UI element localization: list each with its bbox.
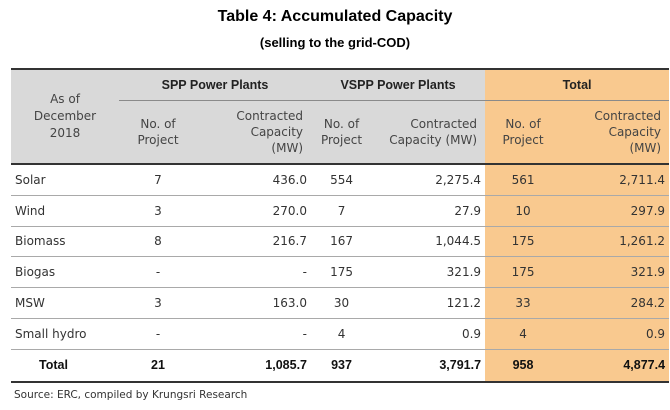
table-subtitle: (selling to the grid-COD) bbox=[259, 35, 411, 50]
row-name: MSW bbox=[11, 287, 119, 319]
spp-capacity-cell: 216.7 bbox=[197, 226, 312, 258]
vspp-group-header: VSPP Power Plants bbox=[311, 69, 486, 101]
total-capacity-cell: 321.9 bbox=[561, 256, 670, 289]
spp-capacity-cell: 436.0 bbox=[197, 162, 312, 196]
vspp-capacity-total: 3,791.7 bbox=[372, 348, 486, 383]
total-projects-cell: 33 bbox=[485, 287, 562, 319]
row-name: Solar bbox=[11, 162, 119, 196]
spp-capacity-total: 1,085.7 bbox=[197, 348, 312, 383]
header-line: Project bbox=[137, 133, 179, 147]
row-name: Biomass bbox=[11, 226, 119, 258]
total-label: Total bbox=[11, 348, 119, 383]
spp-capacity-cell: - bbox=[197, 256, 312, 289]
total-capacity-cell: 2,711.4 bbox=[561, 162, 670, 196]
vspp-projects-cell: 4 bbox=[311, 318, 373, 350]
spp-capacity-header: Contracted Capacity (MW) bbox=[197, 100, 312, 164]
total-projects-cell: 561 bbox=[485, 162, 562, 196]
header-line: (MW) bbox=[271, 141, 304, 155]
source-note: Source: ERC, compiled by Krungsri Resear… bbox=[14, 389, 248, 401]
vspp-capacity-cell: 2,275.4 bbox=[372, 162, 486, 196]
vspp-projects-cell: 30 bbox=[311, 287, 373, 319]
table-row: Biogas - - 175 321.9 175 321.9 bbox=[11, 256, 670, 289]
row-name: Small hydro bbox=[11, 318, 119, 350]
vspp-capacity-cell: 27.9 bbox=[372, 195, 486, 227]
vspp-capacity-header: Contracted Capacity (MW) bbox=[372, 100, 486, 164]
row-name: Biogas bbox=[11, 256, 119, 289]
vspp-capacity-cell: 0.9 bbox=[372, 318, 486, 350]
as-of-line: December bbox=[33, 109, 97, 123]
table-row: Solar 7 436.0 554 2,275.4 561 2,711.4 bbox=[11, 162, 670, 196]
spp-projects-cell: 3 bbox=[119, 195, 197, 227]
total-projects-cell: 175 bbox=[485, 256, 562, 289]
spp-capacity-cell: 163.0 bbox=[197, 287, 312, 319]
header-line: Capacity bbox=[608, 125, 662, 139]
vspp-capacity-cell: 1,044.5 bbox=[372, 226, 486, 258]
total-capacity-cell: 297.9 bbox=[561, 195, 670, 227]
vspp-capacity-cell: 121.2 bbox=[372, 287, 486, 319]
header-line: No. of bbox=[323, 117, 360, 131]
spp-projects-cell: 3 bbox=[119, 287, 197, 319]
header-line: Project bbox=[502, 133, 544, 147]
total-projects-cell: 175 bbox=[485, 226, 562, 258]
table-row: Biomass 8 216.7 167 1,044.5 175 1,261.2 bbox=[11, 226, 670, 258]
spp-projects-cell: 8 bbox=[119, 226, 197, 258]
vspp-projects-cell: 7 bbox=[311, 195, 373, 227]
spp-capacity-cell: - bbox=[197, 318, 312, 350]
total-capacity-cell: 284.2 bbox=[561, 287, 670, 319]
table-title: Table 4: Accumulated Capacity bbox=[217, 8, 453, 25]
capacity-table: As of December 2018 SPP Power Plants VSP… bbox=[11, 68, 670, 383]
spp-projects-cell: - bbox=[119, 318, 197, 350]
table-row: MSW 3 163.0 30 121.2 33 284.2 bbox=[11, 287, 670, 319]
total-projects-cell: 4 bbox=[485, 318, 562, 350]
as-of-line: As of bbox=[50, 92, 80, 106]
vspp-projects-total: 937 bbox=[311, 348, 373, 383]
total-capacity-cell: 0.9 bbox=[561, 318, 670, 350]
total-capacity-total: 4,877.4 bbox=[561, 348, 670, 383]
table-row: Small hydro - - 4 0.9 4 0.9 bbox=[11, 318, 670, 350]
total-group-header: Total bbox=[485, 69, 670, 101]
header-line: (MW) bbox=[629, 141, 662, 155]
header-line: Contracted bbox=[594, 109, 662, 123]
header-line: Contracted bbox=[410, 117, 478, 131]
vspp-projects-cell: 175 bbox=[311, 256, 373, 289]
total-capacity-cell: 1,261.2 bbox=[561, 226, 670, 258]
spp-projects-header: No. of Project bbox=[119, 100, 197, 164]
spp-projects-total: 21 bbox=[119, 348, 197, 383]
vspp-projects-header: No. of Project bbox=[311, 100, 373, 164]
total-projects-total: 958 bbox=[485, 348, 562, 383]
header-line: Capacity bbox=[250, 125, 304, 139]
total-projects-cell: 10 bbox=[485, 195, 562, 227]
header-line: No. of bbox=[505, 117, 541, 131]
total-capacity-header: Contracted Capacity (MW) bbox=[561, 100, 670, 164]
table-row: Wind 3 270.0 7 27.9 10 297.9 bbox=[11, 195, 670, 227]
header-line: Contracted bbox=[236, 109, 304, 123]
total-row: Total 21 1,085.7 937 3,791.7 958 4,877.4 bbox=[11, 348, 670, 383]
vspp-capacity-cell: 321.9 bbox=[372, 256, 486, 289]
vspp-projects-cell: 167 bbox=[311, 226, 373, 258]
spp-capacity-cell: 270.0 bbox=[197, 195, 312, 227]
spp-projects-cell: - bbox=[119, 256, 197, 289]
header-line: Capacity (MW) bbox=[389, 133, 478, 147]
header-line: Project bbox=[320, 133, 363, 147]
header-line: No. of bbox=[140, 117, 176, 131]
row-name: Wind bbox=[11, 195, 119, 227]
as-of-header: As of December 2018 bbox=[11, 69, 119, 164]
as-of-line: 2018 bbox=[49, 126, 81, 140]
spp-group-header: SPP Power Plants bbox=[119, 69, 312, 101]
vspp-projects-cell: 554 bbox=[311, 162, 373, 196]
spp-projects-cell: 7 bbox=[119, 162, 197, 196]
total-projects-header: No. of Project bbox=[485, 100, 562, 164]
